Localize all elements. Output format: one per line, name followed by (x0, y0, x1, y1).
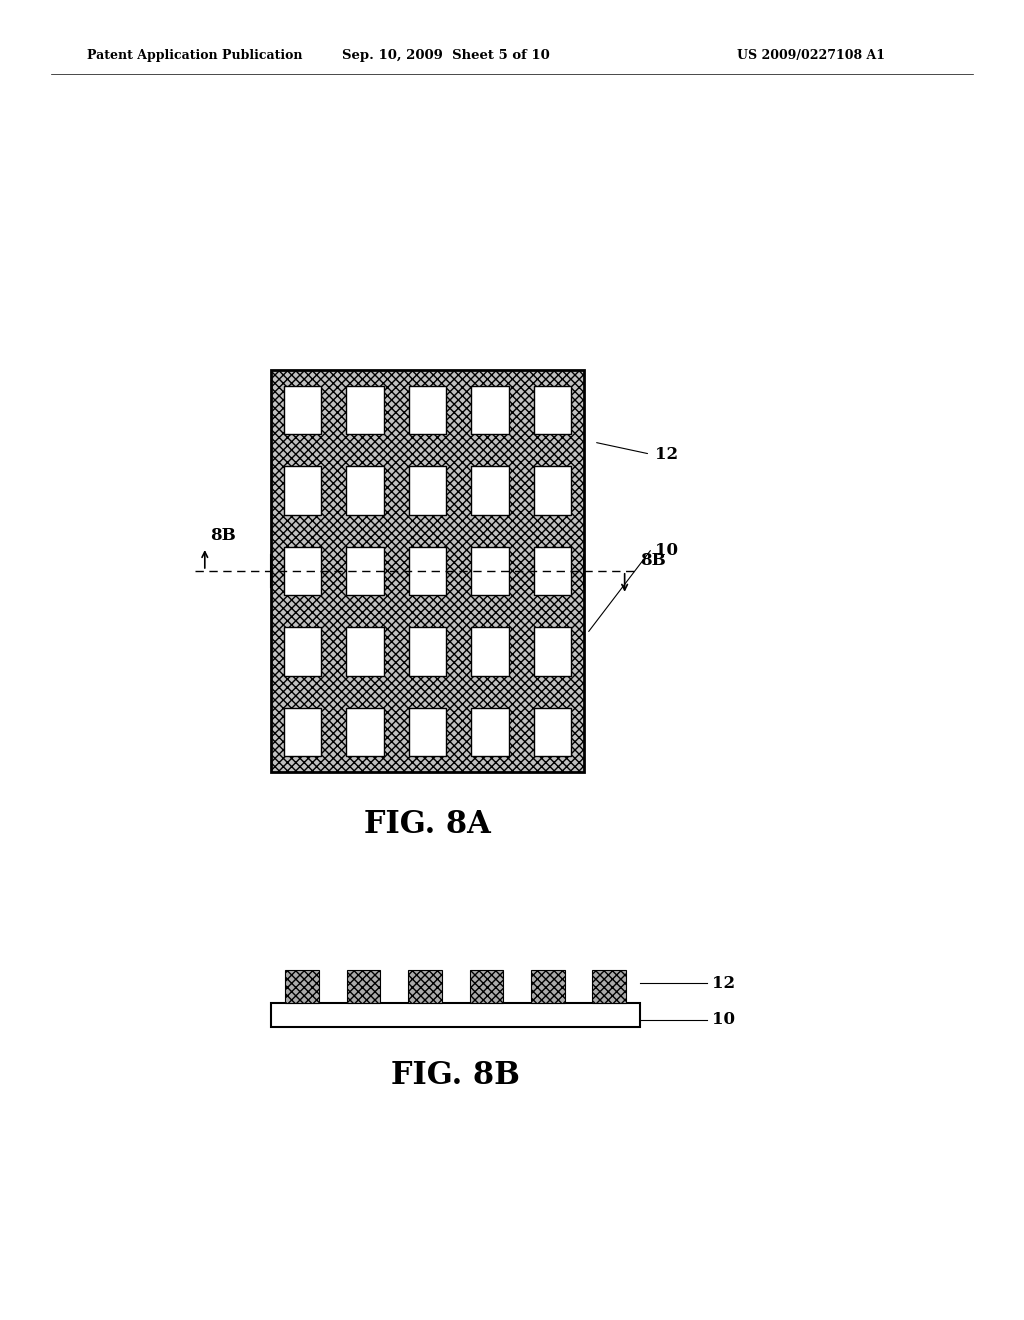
Bar (534, 385, 571, 434)
Bar (409, 546, 446, 595)
Bar (346, 970, 381, 1003)
Text: 8B: 8B (210, 528, 236, 544)
Text: US 2009/0227108 A1: US 2009/0227108 A1 (737, 49, 886, 62)
Bar (409, 385, 446, 434)
Bar (346, 466, 384, 515)
Bar (409, 708, 446, 756)
Bar (471, 466, 509, 515)
Bar (284, 627, 322, 676)
Bar (408, 970, 442, 1003)
Text: FIG. 8B: FIG. 8B (391, 1060, 520, 1090)
Text: Patent Application Publication: Patent Application Publication (87, 49, 302, 62)
Bar (346, 708, 384, 756)
Bar (284, 546, 322, 595)
Bar (471, 627, 509, 676)
Bar (284, 385, 322, 434)
Bar (271, 1003, 640, 1027)
Bar (534, 546, 571, 595)
Bar (471, 708, 509, 756)
Bar (285, 970, 319, 1003)
Text: FIG. 8A: FIG. 8A (365, 809, 490, 840)
Bar (471, 546, 509, 595)
Bar (271, 370, 584, 772)
Bar (534, 708, 571, 756)
Bar (346, 385, 384, 434)
Bar (469, 970, 504, 1003)
Bar (530, 970, 565, 1003)
Text: 12: 12 (712, 975, 735, 991)
Text: 8B: 8B (640, 552, 666, 569)
Bar (471, 385, 509, 434)
Text: 10: 10 (712, 1011, 734, 1028)
Text: 12: 12 (655, 446, 679, 462)
Bar (284, 466, 322, 515)
Text: Sep. 10, 2009  Sheet 5 of 10: Sep. 10, 2009 Sheet 5 of 10 (342, 49, 549, 62)
Text: 10: 10 (655, 543, 678, 560)
Bar (346, 627, 384, 676)
Bar (592, 970, 626, 1003)
Bar (346, 546, 384, 595)
Bar (534, 627, 571, 676)
Bar (534, 466, 571, 515)
Bar (409, 466, 446, 515)
Bar (284, 708, 322, 756)
Bar (409, 627, 446, 676)
